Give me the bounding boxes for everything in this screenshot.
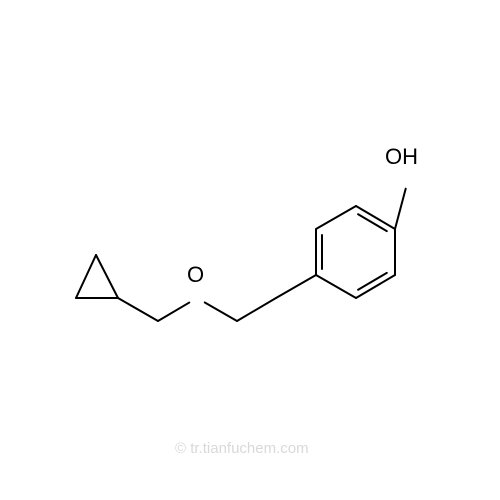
molecule-svg: O OH [0,0,500,500]
bond [276,275,316,298]
bond [76,255,96,298]
bond [395,189,406,229]
bond [158,303,189,321]
bond [316,275,356,298]
bond [205,302,237,321]
atom-label-OH: OH [385,144,418,169]
diagram-canvas: OOH © tr.tianfuchem.com [0,0,500,500]
bond [96,255,118,298]
bond [237,298,276,321]
atom-label-O_ether: O [187,262,204,287]
bond [316,206,356,229]
bond [118,298,158,321]
